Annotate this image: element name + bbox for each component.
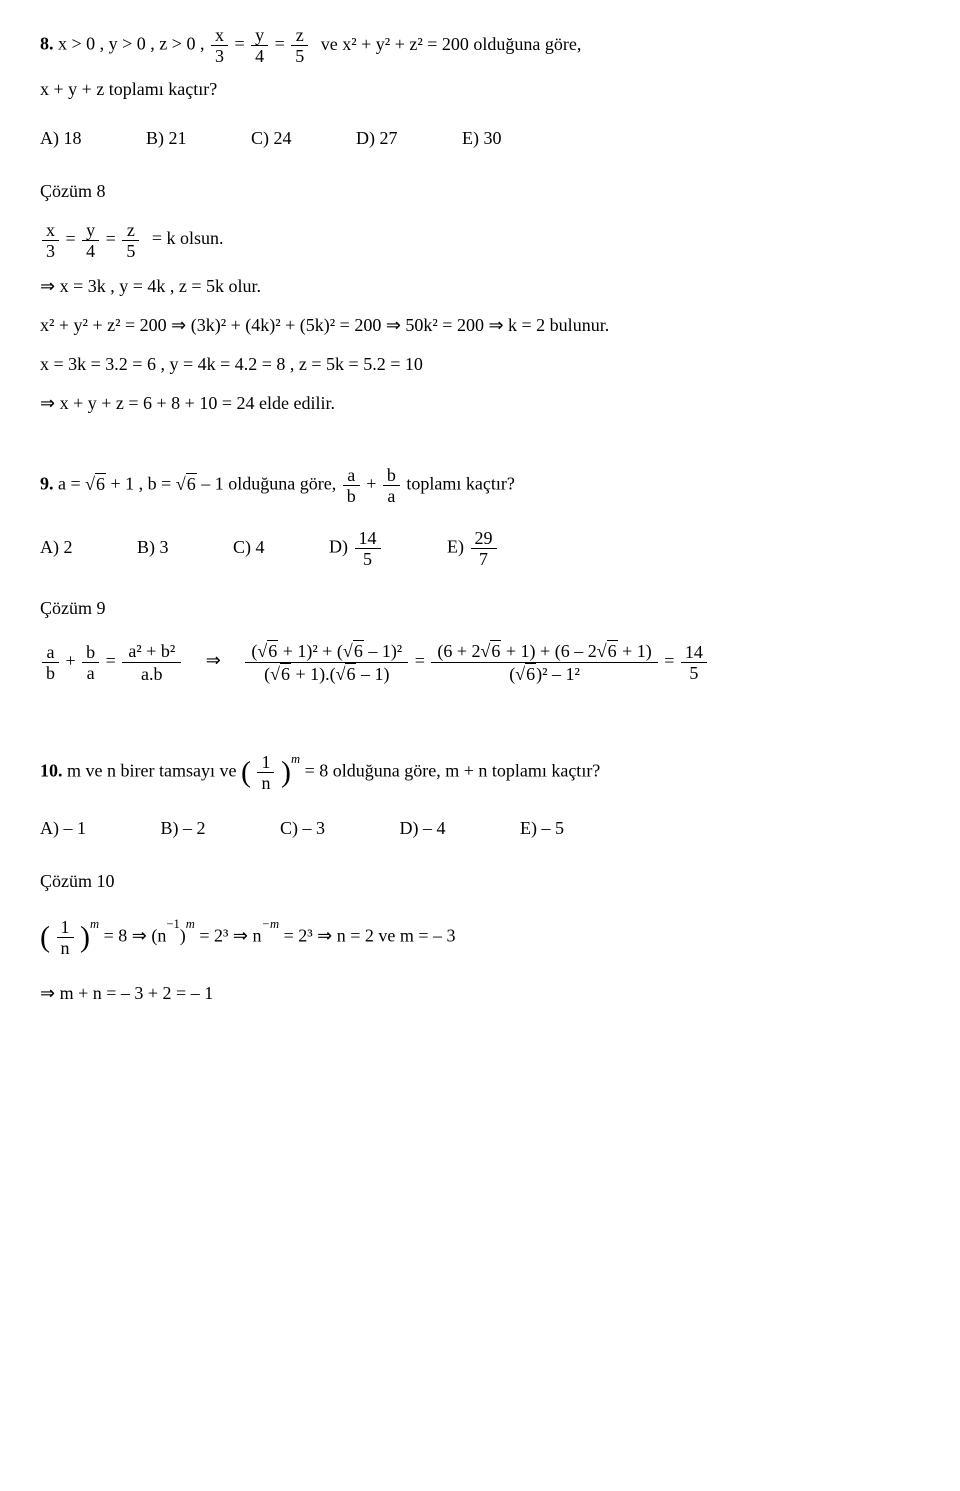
q9-option-a: A) 2: [40, 535, 73, 560]
q8-number: 8.: [40, 34, 54, 54]
q9-plus1: + 1 , b =: [111, 474, 176, 494]
q9-sol-step2: (6 + 26 + 1) + (6 – 26 + 1) (6)² – 1²: [431, 642, 657, 683]
q8-eq2: =: [275, 34, 290, 54]
q8-sol-line1: x 3 = y 4 = z 5 = k olsun.: [40, 221, 920, 260]
q8-eq1: =: [234, 34, 249, 54]
q8-sol-line4: x = 3k = 3.2 = 6 , y = 4k = 4.2 = 8 , z …: [40, 352, 920, 377]
q10-sol-nminv: (n: [151, 926, 166, 946]
q8-question-line2: x + y + z toplamı kaçtır?: [40, 77, 920, 102]
q9-solution-label: Çözüm 9: [40, 596, 920, 621]
q8-option-a: A) 18: [40, 126, 82, 151]
question-9: 9. a = 6 + 1 , b = 6 – 1 olduğuna göre, …: [40, 466, 920, 682]
q8-frac-y4: y 4: [251, 26, 268, 65]
q10-sol-paren-close: ): [80, 920, 90, 953]
q10-sol-eq8: = 8 ⇒: [104, 926, 152, 946]
q8-option-e: E) 30: [462, 126, 502, 151]
q9-number: 9.: [40, 474, 54, 494]
question-8: 8. x > 0 , y > 0 , z > 0 , x 3 = y 4 = z…: [40, 26, 920, 416]
q9-a-eq: a =: [58, 474, 85, 494]
q10-sol-final: ⇒ m + n = – 3 + 2 = – 1: [40, 981, 920, 1006]
q10-frac-1n: 1 n: [257, 753, 274, 792]
q9-sol-result: 14 5: [681, 643, 707, 682]
q10-options: A) – 1 B) – 2 C) – 3 D) – 4 E) – 5: [40, 816, 920, 841]
q8-option-b: B) 21: [146, 126, 187, 151]
q9-minus1: – 1 olduğuna göre,: [201, 474, 340, 494]
q8-solution-label: Çözüm 8: [40, 179, 920, 204]
q10-option-b: B) – 2: [161, 816, 206, 841]
q9-option-d-frac: 14 5: [355, 529, 381, 568]
q10-question: 10. m ve n birer tamsayı ve ( 1 n )m = 8…: [40, 753, 920, 792]
q9-option-e: E) 29 7: [447, 529, 499, 568]
q10-sol-eq2: = 2³ ⇒ n: [199, 926, 261, 946]
q8-option-d: D) 27: [356, 126, 398, 151]
q10-paren-close: ): [281, 755, 291, 788]
q8-sol-frac-z5: z 5: [122, 221, 139, 260]
page: 8. x > 0 , y > 0 , z > 0 , x 3 = y 4 = z…: [0, 0, 960, 1491]
q10-sol-line1: ( 1 n )m = 8 ⇒ (n−1)m = 2³ ⇒ n−m = 2³ ⇒ …: [40, 918, 920, 957]
q8-sol-line3: x² + y² + z² = 200 ⇒ (3k)² + (4k)² + (5k…: [40, 313, 920, 338]
q8-frac-x3: x 3: [211, 26, 228, 65]
q10-sol-paren-open: (: [40, 920, 50, 953]
q10-option-a: A) – 1: [40, 816, 86, 841]
q8-sol-line5: ⇒ x + y + z = 6 + 8 + 10 = 24 elde edili…: [40, 391, 920, 416]
q8-sol-line2: ⇒ x = 3k , y = 4k , z = 5k olur.: [40, 274, 920, 299]
q8-option-c: C) 24: [251, 126, 292, 151]
q10-text1: m ve n birer tamsayı ve: [67, 760, 241, 780]
q9-options: A) 2 B) 3 C) 4 D) 14 5 E) 29 7: [40, 529, 920, 568]
q9-option-c: C) 4: [233, 535, 265, 560]
q8-question-line1: 8. x > 0 , y > 0 , z > 0 , x 3 = y 4 = z…: [40, 26, 920, 65]
q9-option-b: B) 3: [137, 535, 169, 560]
q9-sol-line: a b + b a = a² + b² a.b ⇒ (6 + 1)² + (6 …: [40, 642, 920, 683]
q9-option-e-frac: 29 7: [471, 529, 497, 568]
q10-sol-eq3: = 2³ ⇒ n = 2 ve m = – 3: [284, 926, 456, 946]
q9-sol-frac-ab: a b: [42, 643, 59, 682]
q10-paren-open: (: [241, 755, 251, 788]
q9-sol-step1: (6 + 1)² + (6 – 1)² (6 + 1).(6 – 1): [245, 642, 408, 683]
q9-sqrt6-2: 6: [176, 473, 197, 494]
q10-exponent-m: m: [291, 752, 300, 766]
q8-sol-frac-y4: y 4: [82, 221, 99, 260]
q10-number: 10.: [40, 760, 63, 780]
q9-frac-ba: b a: [383, 466, 400, 505]
question-10: 10. m ve n birer tamsayı ve ( 1 n )m = 8…: [40, 753, 920, 1007]
q8-text1: x > 0 , y > 0 , z > 0 ,: [58, 34, 209, 54]
q10-sol-frac-1n: 1 n: [57, 918, 74, 957]
q9-sqrt6-1: 6: [85, 473, 106, 494]
q9-sol-frac-ba: b a: [82, 643, 99, 682]
q8-frac-z5: z 5: [291, 26, 308, 65]
q9-sol-frac-a2b2: a² + b² a.b: [122, 642, 181, 683]
q9-option-d: D) 14 5: [329, 529, 383, 568]
q8-sol-frac-x3: x 3: [42, 221, 59, 260]
q10-solution-label: Çözüm 10: [40, 869, 920, 894]
q10-option-c: C) – 3: [280, 816, 325, 841]
q10-text2: = 8 olduğuna göre, m + n toplamı kaçtır?: [305, 760, 601, 780]
q9-question: 9. a = 6 + 1 , b = 6 – 1 olduğuna göre, …: [40, 466, 920, 505]
q8-text2: ve x² + y² + z² = 200 olduğuna göre,: [321, 34, 582, 54]
q8-options: A) 18 B) 21 C) 24 D) 27 E) 30: [40, 126, 920, 151]
q9-tail: toplamı kaçtır?: [406, 474, 514, 494]
q8-sol-kolsun: = k olsun.: [152, 228, 224, 248]
q9-sol-arrow: ⇒: [206, 650, 221, 670]
q10-option-e: E) – 5: [520, 816, 564, 841]
q10-option-d: D) – 4: [400, 816, 446, 841]
q9-frac-ab: a b: [343, 466, 360, 505]
